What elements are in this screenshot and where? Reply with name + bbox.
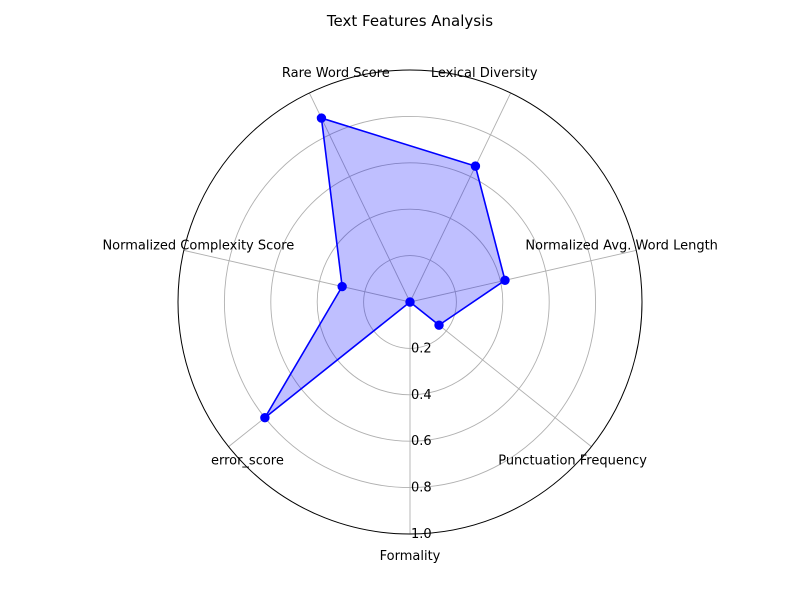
radial-tick-label: 1.0: [411, 527, 432, 542]
category-label: Formality: [380, 549, 441, 564]
radial-tick-label: 0.2: [411, 341, 432, 356]
category-label: Rare Word Score: [282, 66, 390, 81]
radial-tick-label: 0.8: [411, 481, 432, 496]
label-layer: 0.2 0.4 0.6 0.8 1.0 Formality error_score Norma…: [102, 66, 717, 564]
data-point: [260, 413, 270, 423]
data-point: [500, 275, 510, 286]
data-point: [316, 113, 327, 123]
grid-spoke: [409, 92, 512, 303]
data-point: [470, 161, 481, 171]
series-line: [264, 117, 506, 419]
grid-layer: [177, 69, 643, 535]
series-layer: [260, 113, 510, 423]
grid-spoke: [308, 92, 411, 303]
grid-spoke: [409, 249, 637, 303]
category-label: Lexical Diversity: [431, 66, 538, 81]
category-label: error_score: [211, 453, 284, 468]
radial-tick-label: 0.6: [411, 434, 432, 449]
chart-title: Text Features Analysis: [326, 12, 493, 30]
data-point: [405, 297, 415, 307]
data-point: [434, 320, 444, 330]
category-label: Normalized Avg. Word Length: [525, 238, 718, 253]
outer-frame: [177, 69, 643, 535]
data-point: [337, 281, 347, 292]
grid-spoke: [183, 249, 411, 303]
radial-tick-label: 0.4: [411, 388, 432, 403]
category-label: Normalized Complexity Score: [102, 238, 294, 253]
category-label: Punctuation Frequency: [498, 453, 647, 468]
series-area: [264, 118, 505, 418]
